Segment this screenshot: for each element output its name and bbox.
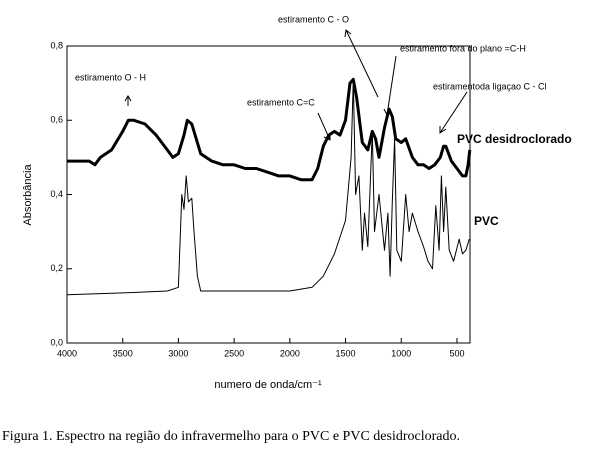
annotation: estiramento O - H [75,72,146,82]
x-tick-label: 500 [449,348,464,358]
caption: Figura 1. Espectro na região do infraver… [2,429,460,444]
x-tick-label: 3000 [168,348,188,358]
arrows [124,29,468,141]
x-tick-label: 3500 [113,348,133,358]
spectrum-line [67,77,472,182]
y-tick-label: 0,0 [50,337,63,347]
y-tick-label: 0,6 [50,115,63,125]
x-tick-label: 1500 [336,348,356,358]
annotation: estiramento C - O [278,14,349,24]
y-axis-label: Absorbância [22,164,34,226]
series-label: PVC desidroclorado [457,132,572,146]
y-tick-label: 0,4 [50,189,63,199]
y-tick-label: 0,2 [50,263,63,273]
spectrum-line [66,78,470,296]
x-tick-label: 4000 [57,348,77,358]
plot-frame [66,45,471,344]
y-tick-label: 0,8 [50,40,63,50]
x-tick-label: 1000 [391,348,411,358]
annotation: estiramento fora do plano =C-H [400,43,526,53]
series-label: PVC [474,214,499,228]
annotation: estiramentoda ligaçao C - Cl [433,81,547,91]
x-tick-label: 2000 [280,348,300,358]
annotation: estiramento C=C [247,97,315,107]
x-axis-label: numero de onda/cm⁻¹ [214,379,322,391]
x-tick-label: 2500 [224,348,244,358]
